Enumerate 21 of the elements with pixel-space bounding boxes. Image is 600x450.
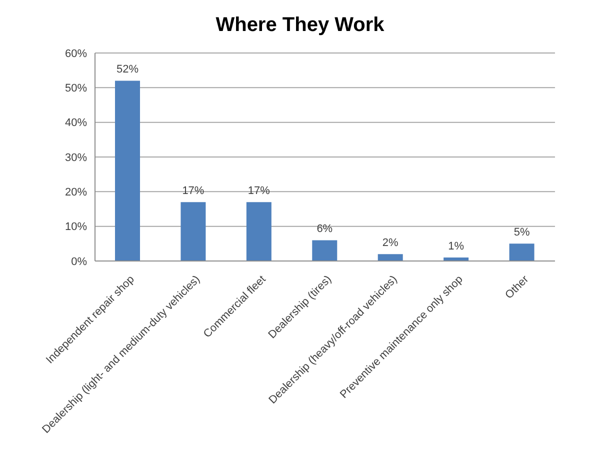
y-tick-label: 10%	[64, 221, 88, 234]
data-label: 2%	[382, 237, 399, 250]
y-tick-label: 50%	[64, 82, 88, 95]
data-label: 17%	[248, 185, 270, 198]
data-label: 6%	[316, 223, 333, 236]
bar	[378, 254, 403, 261]
bar	[115, 80, 140, 261]
bar	[509, 244, 534, 261]
y-tick-label: 30%	[64, 152, 88, 164]
data-label: 5%	[514, 226, 530, 239]
chart-title: Where They Work	[214, 14, 386, 37]
y-tick-label: 0%	[71, 256, 88, 268]
bar	[312, 240, 338, 261]
y-tick-label: 60%	[64, 48, 88, 60]
y-tick-label: 20%	[64, 186, 88, 199]
bar	[180, 202, 206, 261]
data-label: 52%	[116, 64, 139, 76]
y-tick-label: 40%	[64, 117, 88, 130]
data-label: 1%	[448, 240, 464, 253]
data-label: 17%	[182, 185, 204, 198]
bar	[246, 202, 272, 261]
